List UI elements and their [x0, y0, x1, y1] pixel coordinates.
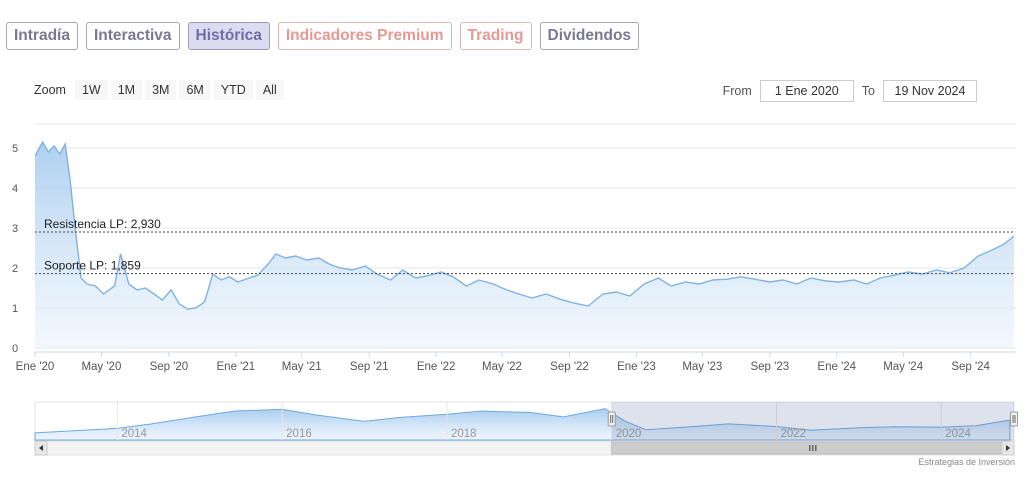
navigator-left-handle[interactable] — [607, 411, 616, 427]
x-tick-label: May '22 — [482, 361, 522, 373]
to-date-input[interactable]: 19 Nov 2024 — [883, 80, 977, 102]
x-tick-label: May '21 — [282, 361, 322, 373]
annotations: Resistencia LP: 2,930 Soporte LP: 1,859 — [35, 217, 1014, 275]
price-line — [34, 140, 1015, 310]
zoom-1m-button[interactable]: 1M — [110, 80, 143, 100]
date-range-selector: From 1 Ene 2020 To 19 Nov 2024 — [723, 80, 977, 102]
x-tick-label: Sep '24 — [951, 361, 990, 373]
x-tick-label: Sep '20 — [150, 361, 189, 373]
navigator[interactable]: 2014 2016 2018 2020 2022 2024 — [34, 401, 1018, 456]
y-tick-label: 3 — [12, 223, 18, 235]
zoom-label: Zoom — [34, 83, 66, 97]
tab-intradia[interactable]: Intradía — [6, 22, 78, 50]
navigator-tick-label: 2024 — [945, 428, 971, 440]
tab-dividendos[interactable]: Dividendos — [539, 22, 640, 50]
x-tick-label: Ene '24 — [817, 361, 856, 373]
x-tick-label: May '24 — [883, 361, 924, 373]
arrow-left-icon — [39, 445, 43, 451]
price-series — [34, 140, 1015, 348]
x-tick-label: Ene '20 — [16, 361, 55, 373]
zoom-3m-button[interactable]: 3M — [145, 80, 177, 100]
navigator-tick-label: 2016 — [286, 428, 312, 440]
navigator-tick-label: 2014 — [121, 428, 147, 440]
scrollbar-right-button[interactable] — [1001, 440, 1015, 456]
x-tick-label: May '23 — [682, 361, 722, 373]
y-tick-label: 5 — [12, 143, 18, 155]
handle-grip — [607, 411, 616, 427]
x-tick-label: Ene '21 — [217, 361, 256, 373]
arrow-right-icon — [1006, 445, 1010, 451]
x-tick-label: May '20 — [81, 361, 121, 373]
zoom-controls: Zoom 1W 1M 3M 6M YTD All — [34, 80, 284, 100]
x-tick-label: Ene '23 — [617, 361, 656, 373]
y-tick-label: 2 — [12, 263, 18, 275]
navigator-right-handle[interactable] — [1010, 411, 1018, 427]
from-date-input[interactable]: 1 Ene 2020 — [759, 80, 854, 102]
zoom-1w-button[interactable]: 1W — [74, 80, 108, 100]
zoom-all-button[interactable]: All — [255, 80, 284, 100]
x-axis: Ene '20 May '20 Sep '20 Ene '21 May '21 Sep '… — [16, 351, 1016, 373]
zoom-6m-button[interactable]: 6M — [179, 80, 211, 100]
scrollbar-left-button[interactable] — [34, 440, 48, 456]
tab-interactiva[interactable]: Interactiva — [85, 22, 180, 50]
chart-type-tabs: Intradía Interactiva Histórica Indicador… — [6, 22, 640, 50]
from-label: From — [722, 84, 752, 98]
navigator-tick-label: 2022 — [781, 428, 807, 440]
x-tick-label: Sep '22 — [550, 361, 589, 373]
support-label: Soporte LP: 1,859 — [44, 259, 141, 273]
y-tick-label: 0 — [12, 343, 18, 355]
to-label: To — [861, 84, 875, 98]
credit-text: Estrategias de Inversión — [918, 457, 1015, 467]
tab-indicadores-premium[interactable]: Indicadores Premium — [277, 22, 452, 50]
x-tick-label: Sep '21 — [350, 361, 389, 373]
price-area — [35, 142, 1014, 348]
navigator-tick-label: 2020 — [616, 428, 642, 440]
navigator-series — [34, 408, 1011, 441]
x-tick-label: Sep '23 — [750, 361, 789, 373]
y-tick-label: 1 — [12, 303, 18, 315]
y-axis: 0 1 2 3 4 5 — [12, 143, 18, 355]
tab-historica[interactable]: Histórica — [187, 22, 270, 50]
resistance-label: Resistencia LP: 2,930 — [44, 217, 161, 231]
zoom-ytd-button[interactable]: YTD — [213, 80, 253, 100]
handle-grip — [1010, 411, 1018, 427]
x-tick-label: Ene '22 — [417, 361, 456, 373]
navigator-selection — [611, 402, 1014, 440]
y-tick-label: 4 — [12, 183, 18, 195]
navigator-tick-label: 2018 — [451, 428, 477, 440]
tab-trading[interactable]: Trading — [459, 22, 532, 50]
